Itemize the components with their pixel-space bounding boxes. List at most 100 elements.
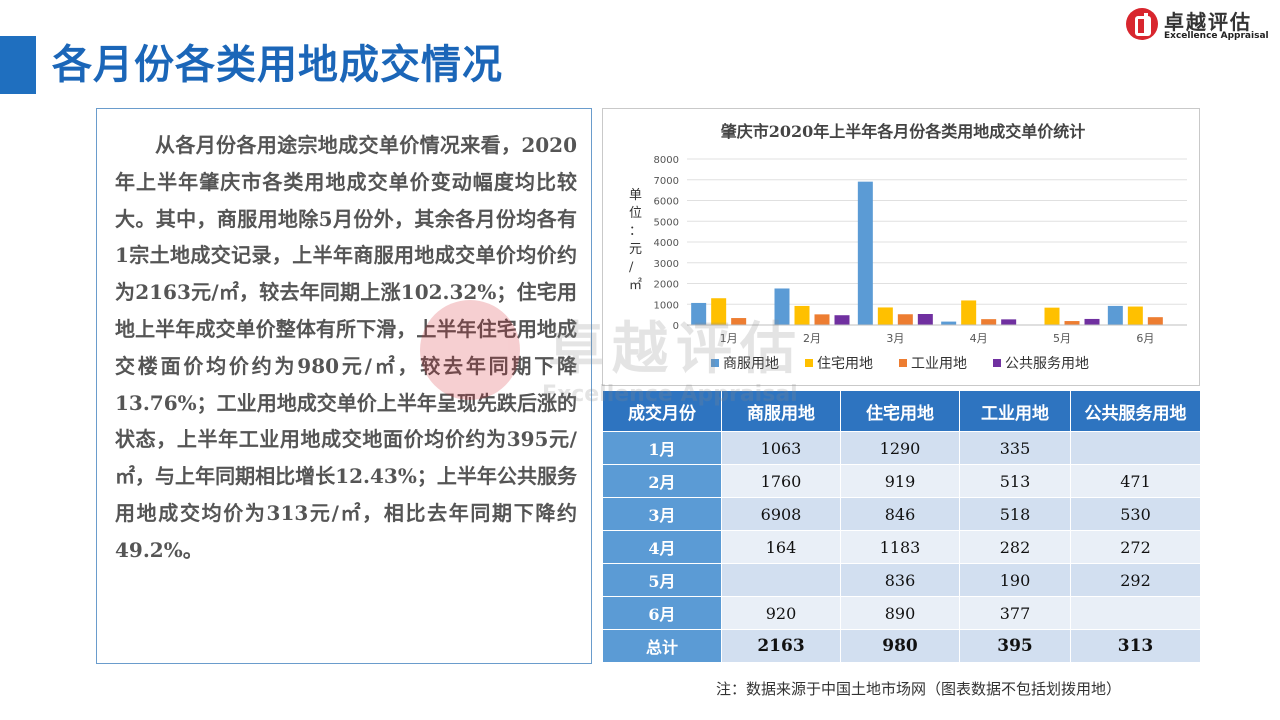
cell-industrial: 190: [959, 563, 1071, 597]
header-residential: 住宅用地: [840, 390, 960, 432]
bar: [794, 305, 810, 325]
y-tick-label: 0: [673, 321, 679, 332]
chart-title: 肇庆市2020年上半年各月份各类用地成交单价统计: [720, 122, 1086, 141]
x-tick-label: 5月: [1053, 332, 1071, 345]
bar: [711, 298, 727, 325]
row-month: 3月: [602, 497, 722, 531]
table-row: 5月 836 190 292: [602, 563, 1201, 597]
table-row: 4月 164 1183 282 272: [602, 530, 1201, 564]
y-tick-label: 6000: [654, 197, 679, 208]
cell-residential: 846: [840, 497, 960, 531]
y-axis-label: 单位：元/㎡: [629, 188, 642, 293]
bar-chart: 肇庆市2020年上半年各月份各类用地成交单价统计 0 1000 2000 3000 400…: [629, 122, 1187, 372]
y-tick-label: 3000: [654, 259, 679, 270]
logo-name-cn: 卓越评估: [1164, 10, 1252, 34]
total-industrial: 395: [959, 629, 1071, 663]
legend-label: 商服用地: [723, 356, 779, 372]
bar: [1064, 321, 1080, 325]
table-row: 1月 1063 1290 335: [602, 431, 1201, 465]
bar: [1044, 307, 1060, 325]
total-label: 总计: [602, 629, 722, 663]
y-tick-label: 1000: [654, 300, 679, 311]
cell-public-service: [1070, 431, 1201, 465]
legend-swatch: [805, 359, 813, 367]
header-month: 成交月份: [602, 390, 722, 432]
cell-public-service: 292: [1070, 563, 1201, 597]
cell-industrial: 513: [959, 464, 1071, 498]
x-tick-label: 4月: [970, 332, 988, 345]
bar: [941, 321, 957, 325]
bar: [981, 319, 997, 325]
company-logo: 卓越评估 Excellence Appraisal: [1126, 6, 1276, 42]
cell-commercial: 1760: [721, 464, 841, 498]
x-tick-label: 6月: [1136, 332, 1154, 345]
cell-commercial: 6908: [721, 497, 841, 531]
y-tick-label: 2000: [654, 280, 679, 291]
cell-commercial: 920: [721, 596, 841, 630]
bar: [731, 318, 747, 325]
cell-residential: 1183: [840, 530, 960, 564]
bar: [877, 307, 893, 325]
total-commercial: 2163: [721, 629, 841, 663]
bar: [834, 315, 850, 325]
title-accent-bar: [0, 36, 36, 94]
price-table: 成交月份 商服用地 住宅用地 工业用地 公共服务用地 1月 1063 1290 …: [602, 390, 1201, 663]
x-tick-label: 3月: [886, 332, 904, 345]
bar: [961, 300, 977, 325]
analysis-text-box: 从各月份各用途宗地成交单价情况来看，2020年上半年肇庆市各类用地成交单价变动幅…: [96, 108, 592, 664]
cell-public-service: 471: [1070, 464, 1201, 498]
row-month: 6月: [602, 596, 722, 630]
cell-residential: 1290: [840, 431, 960, 465]
bar: [1127, 306, 1143, 325]
cell-public-service: [1070, 596, 1201, 630]
row-month: 2月: [602, 464, 722, 498]
table-row: 6月 920 890 377: [602, 596, 1201, 630]
row-month: 4月: [602, 530, 722, 564]
page-title: 各月份各类用地成交情况: [52, 42, 503, 88]
cell-industrial: 377: [959, 596, 1071, 630]
cell-residential: 890: [840, 596, 960, 630]
header-commercial: 商服用地: [721, 390, 841, 432]
bar-chart-panel: 肇庆市2020年上半年各月份各类用地成交单价统计 0 1000 2000 3000 400…: [602, 108, 1200, 386]
logo-name-en: Excellence Appraisal: [1164, 31, 1269, 41]
legend-swatch: [711, 359, 719, 367]
bar: [1084, 318, 1100, 325]
total-public-service: 313: [1070, 629, 1201, 663]
table-row: 3月 6908 846 518 530: [602, 497, 1201, 531]
analysis-paragraph: 从各月份各用途宗地成交单价情况来看，2020年上半年肇庆市各类用地成交单价变动幅…: [115, 133, 577, 562]
table-header-row: 成交月份 商服用地 住宅用地 工业用地 公共服务用地: [602, 390, 1201, 432]
bar: [1147, 317, 1163, 325]
legend-swatch: [899, 359, 907, 367]
cell-industrial: 282: [959, 530, 1071, 564]
table-total-row: 总计 2163 980 395 313: [602, 629, 1201, 663]
legend-label: 公共服务用地: [1005, 356, 1089, 372]
bar: [774, 288, 790, 325]
total-residential: 980: [840, 629, 960, 663]
bar: [1001, 319, 1017, 325]
cell-commercial: 164: [721, 530, 841, 564]
bar: [691, 302, 707, 325]
cell-commercial: 1063: [721, 431, 841, 465]
bar: [857, 181, 873, 325]
cell-public-service: 530: [1070, 497, 1201, 531]
cell-industrial: 518: [959, 497, 1071, 531]
row-month: 1月: [602, 431, 722, 465]
y-tick-label: 8000: [654, 155, 679, 166]
bar: [897, 314, 913, 325]
source-note: 注：数据来源于中国土地市场网（图表数据不包括划拨用地）: [716, 680, 1122, 698]
cell-residential: 919: [840, 464, 960, 498]
bar: [917, 314, 933, 325]
cell-public-service: 272: [1070, 530, 1201, 564]
y-tick-label: 5000: [654, 217, 679, 228]
x-tick-label: 2月: [803, 332, 821, 345]
header-public-service: 公共服务用地: [1070, 390, 1201, 432]
x-tick-label: 1月: [720, 332, 738, 345]
bar: [814, 314, 830, 325]
row-month: 5月: [602, 563, 722, 597]
cell-industrial: 335: [959, 431, 1071, 465]
header-industrial: 工业用地: [959, 390, 1071, 432]
y-tick-label: 7000: [654, 176, 679, 187]
cell-commercial: [721, 563, 841, 597]
legend-label: 住宅用地: [817, 356, 873, 372]
y-tick-label: 4000: [654, 238, 679, 249]
